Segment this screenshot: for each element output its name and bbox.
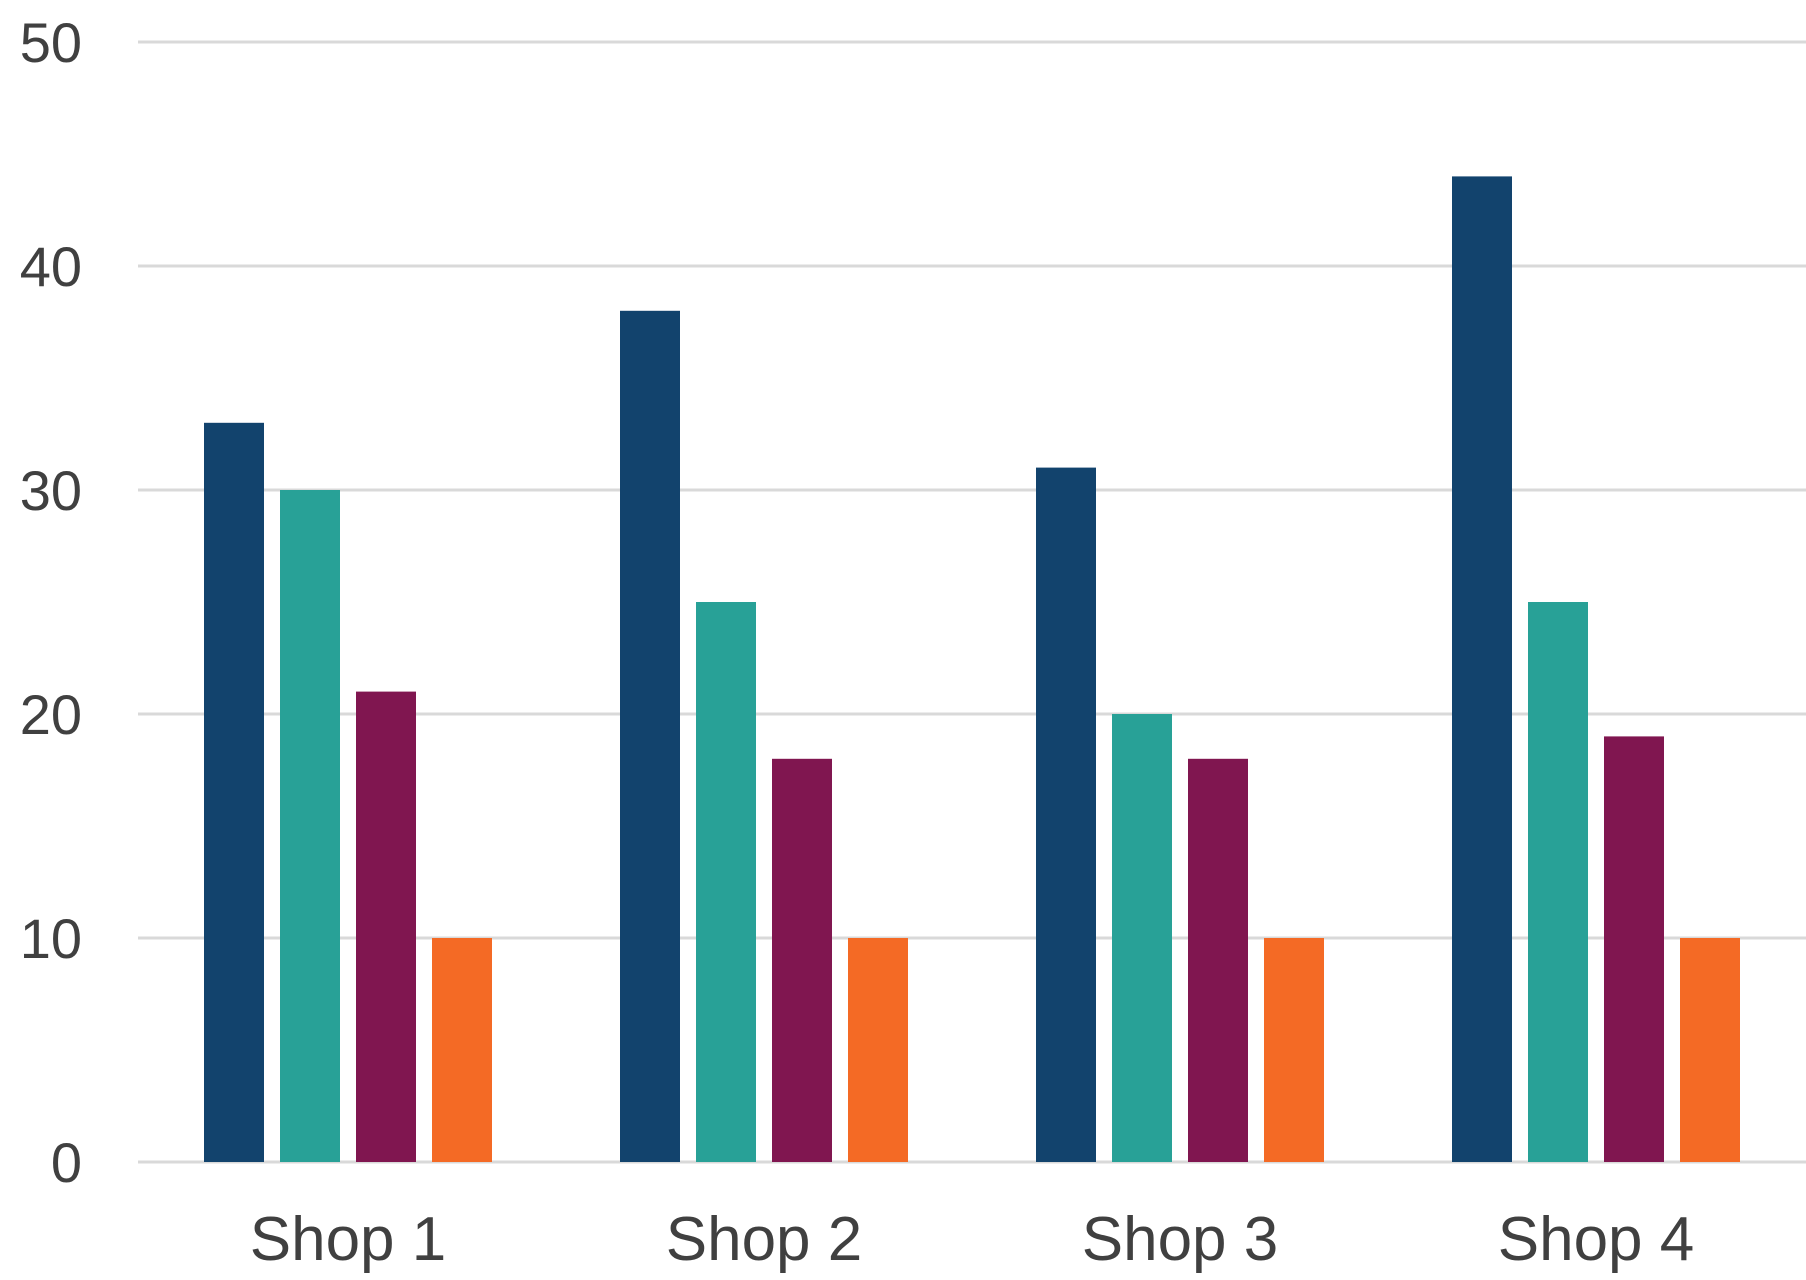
bar-series-1-shop-1 [204, 422, 264, 1162]
bar-series-3-shop-1 [356, 691, 416, 1162]
bar-series-2-shop-4 [1528, 602, 1588, 1162]
y-tick-label: 20 [20, 683, 82, 746]
x-tick-label: Shop 3 [1082, 1205, 1279, 1274]
x-axis-tick-labels: Shop 1 Shop 2 Shop 3 Shop 4 [250, 1205, 1695, 1274]
bars [204, 176, 1740, 1163]
x-tick-label: Shop 1 [250, 1205, 447, 1274]
bar-series-2-shop-3 [1112, 714, 1172, 1162]
bar-series-3-shop-4 [1604, 736, 1664, 1162]
bar-series-4-shop-1 [432, 938, 492, 1162]
y-axis-tick-labels: 0 10 20 30 40 50 [20, 11, 82, 1194]
x-tick-label: Shop 4 [1498, 1205, 1695, 1274]
y-tick-label: 0 [51, 1131, 82, 1194]
y-tick-label: 30 [20, 459, 82, 522]
x-tick-label: Shop 2 [666, 1205, 863, 1274]
bar-series-4-shop-3 [1264, 938, 1324, 1162]
bar-series-2-shop-1 [280, 490, 340, 1162]
bar-series-1-shop-2 [620, 310, 680, 1162]
y-tick-label: 10 [20, 907, 82, 970]
bar-series-3-shop-2 [772, 758, 832, 1162]
bar-series-4-shop-2 [848, 938, 908, 1162]
bar-series-3-shop-3 [1188, 758, 1248, 1162]
y-tick-label: 50 [20, 11, 82, 74]
bar-series-1-shop-3 [1036, 467, 1096, 1163]
bar-series-2-shop-2 [696, 602, 756, 1162]
bar-series-1-shop-4 [1452, 176, 1512, 1162]
bar-series-4-shop-4 [1680, 938, 1740, 1162]
y-tick-label: 40 [20, 235, 82, 298]
